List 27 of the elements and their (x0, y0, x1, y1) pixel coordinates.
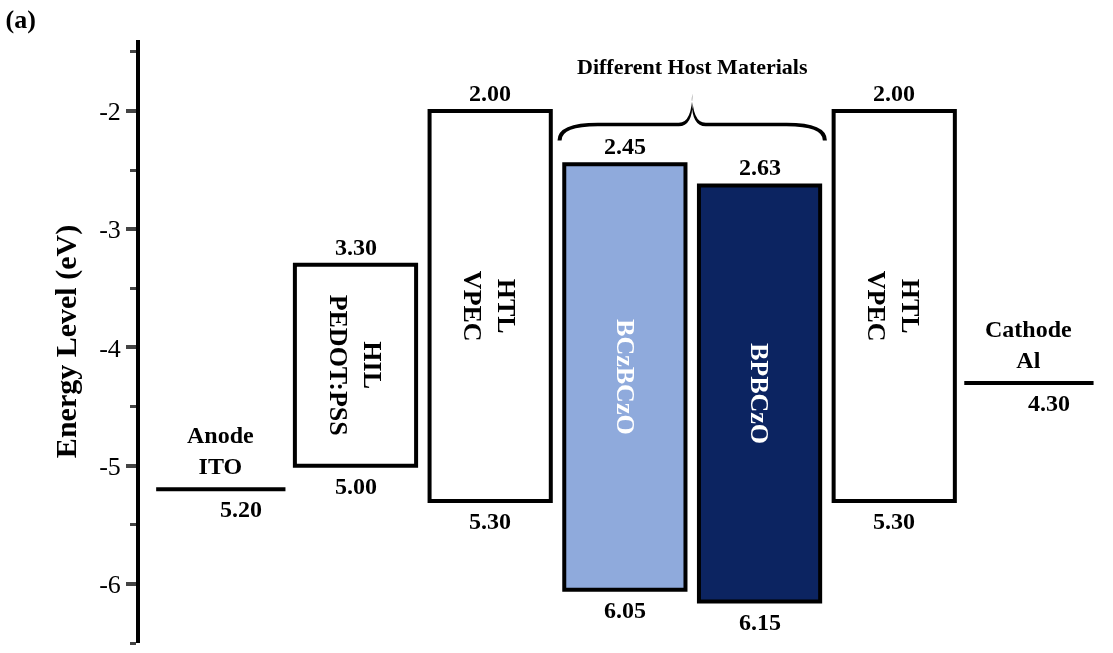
y-tick-label: -3 (99, 215, 121, 245)
annotation: 2.45 (604, 133, 646, 159)
annotation: 3.30 (335, 234, 377, 260)
annotation: 5.20 (220, 496, 262, 522)
y-tick-label: -6 (99, 569, 121, 599)
annotation: 4.30 (1028, 390, 1070, 416)
y-tick-label: -4 (99, 333, 121, 363)
x-tick-label: HTL VPEC (458, 270, 522, 342)
annotation: Different Host Materials (577, 54, 808, 79)
x-tick-label: HIL PEDOT:PSS (323, 294, 387, 436)
annotation: 2.00 (873, 80, 915, 106)
annotation: 2.00 (469, 80, 511, 106)
x-tick-label: BPBCzO (745, 342, 775, 445)
y-axis-title: Energy Level (eV) (48, 224, 83, 459)
x-tick-label: BCzBCzO (610, 319, 640, 435)
y-tick-label: -5 (99, 451, 121, 481)
ref-line-label: Cathode Al (985, 316, 1073, 374)
annotation: 6.15 (739, 609, 781, 635)
chart-title: (a) (5, 4, 36, 34)
ref-line-label: Anode ITO (187, 422, 255, 480)
annotation: 5.00 (335, 473, 377, 499)
x-tick-label: HTL VPEC (862, 270, 926, 342)
y-tick-label: -2 (99, 97, 121, 127)
annotation: 6.05 (604, 597, 646, 623)
annotation: 5.30 (873, 508, 915, 534)
annotation: 2.63 (739, 154, 781, 180)
annotation: 5.30 (469, 508, 511, 534)
